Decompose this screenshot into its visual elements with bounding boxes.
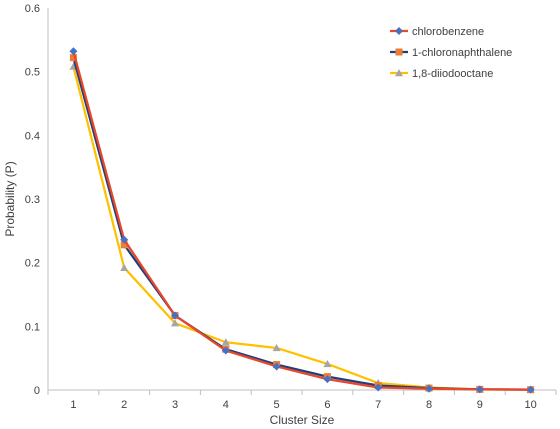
- series-line: [72, 66, 531, 391]
- legend-item-chlorobenzene: chlorobenzene: [390, 26, 484, 38]
- legend-label: 1-chloronaphthalene: [412, 47, 512, 59]
- legend-swatch-marker: [395, 48, 403, 56]
- data-point: [171, 311, 179, 320]
- y-tick-label: 0.4: [25, 130, 40, 142]
- x-tick-label: 3: [172, 399, 178, 411]
- series-chlorobenzene: [69, 47, 535, 394]
- data-point: [323, 359, 332, 368]
- x-tick-label: 8: [426, 399, 432, 411]
- x-tick-label: 6: [324, 399, 330, 411]
- data-point: [120, 241, 128, 249]
- y-tick-labels: 0 0.1 0.2 0.3 0.4 0.5 0.6: [25, 3, 40, 397]
- series-chloronaphthalene: [69, 54, 535, 394]
- legend-item-chloronaphthalene: 1-chloronaphthalene: [390, 47, 512, 59]
- x-tick-label: 9: [477, 399, 483, 411]
- legend-item-diiodooctane: 1,8-diiodooctane: [390, 68, 493, 80]
- y-tick-label: 0: [34, 385, 40, 397]
- x-tick-label: 7: [375, 399, 381, 411]
- y-axis-title: Probability (P): [3, 161, 17, 236]
- legend-label: chlorobenzene: [412, 26, 484, 38]
- data-point: [221, 338, 230, 346]
- data-point: [69, 54, 77, 62]
- legend: chlorobenzene 1-chloronaphthalene 1,8-diio…: [390, 26, 512, 80]
- data-point: [374, 383, 383, 392]
- x-tick-label: 10: [524, 399, 536, 411]
- legend-swatch-marker: [395, 27, 403, 35]
- legend-label: 1,8-diiodooctane: [412, 68, 493, 80]
- x-tick-labels: 1 2 3 4 5 6 7 8 9 10: [47, 390, 557, 411]
- x-tick-label: 2: [121, 399, 127, 411]
- data-point: [425, 384, 433, 393]
- data-point: [475, 385, 484, 394]
- y-axis: 0 0.1 0.2 0.3 0.4 0.5 0.6: [25, 3, 49, 397]
- series-diiodooctane: [69, 62, 535, 393]
- data-point: [272, 362, 281, 371]
- legend-swatch-marker: [395, 69, 403, 77]
- series-line: [72, 51, 531, 391]
- y-tick-label: 0.6: [25, 3, 40, 15]
- y-tick-label: 0.2: [25, 258, 40, 270]
- data-point: [526, 385, 535, 394]
- data-point: [69, 47, 78, 56]
- data-point: [120, 263, 129, 271]
- data-point: [120, 235, 129, 244]
- data-point: [221, 346, 230, 355]
- x-tick-label: 1: [70, 399, 76, 411]
- data-point: [171, 319, 179, 327]
- data-point: [272, 343, 281, 352]
- y-tick-label: 0.5: [25, 67, 40, 79]
- x-tick-label: 5: [274, 399, 280, 411]
- series-layer: [69, 47, 535, 394]
- series-line: [72, 57, 531, 391]
- x-axis-title: Cluster Size: [270, 413, 335, 427]
- y-tick-label: 0.1: [25, 321, 40, 333]
- data-point: [323, 375, 332, 384]
- x-tick-label: 4: [223, 399, 229, 411]
- y-tick-label: 0.3: [25, 194, 40, 206]
